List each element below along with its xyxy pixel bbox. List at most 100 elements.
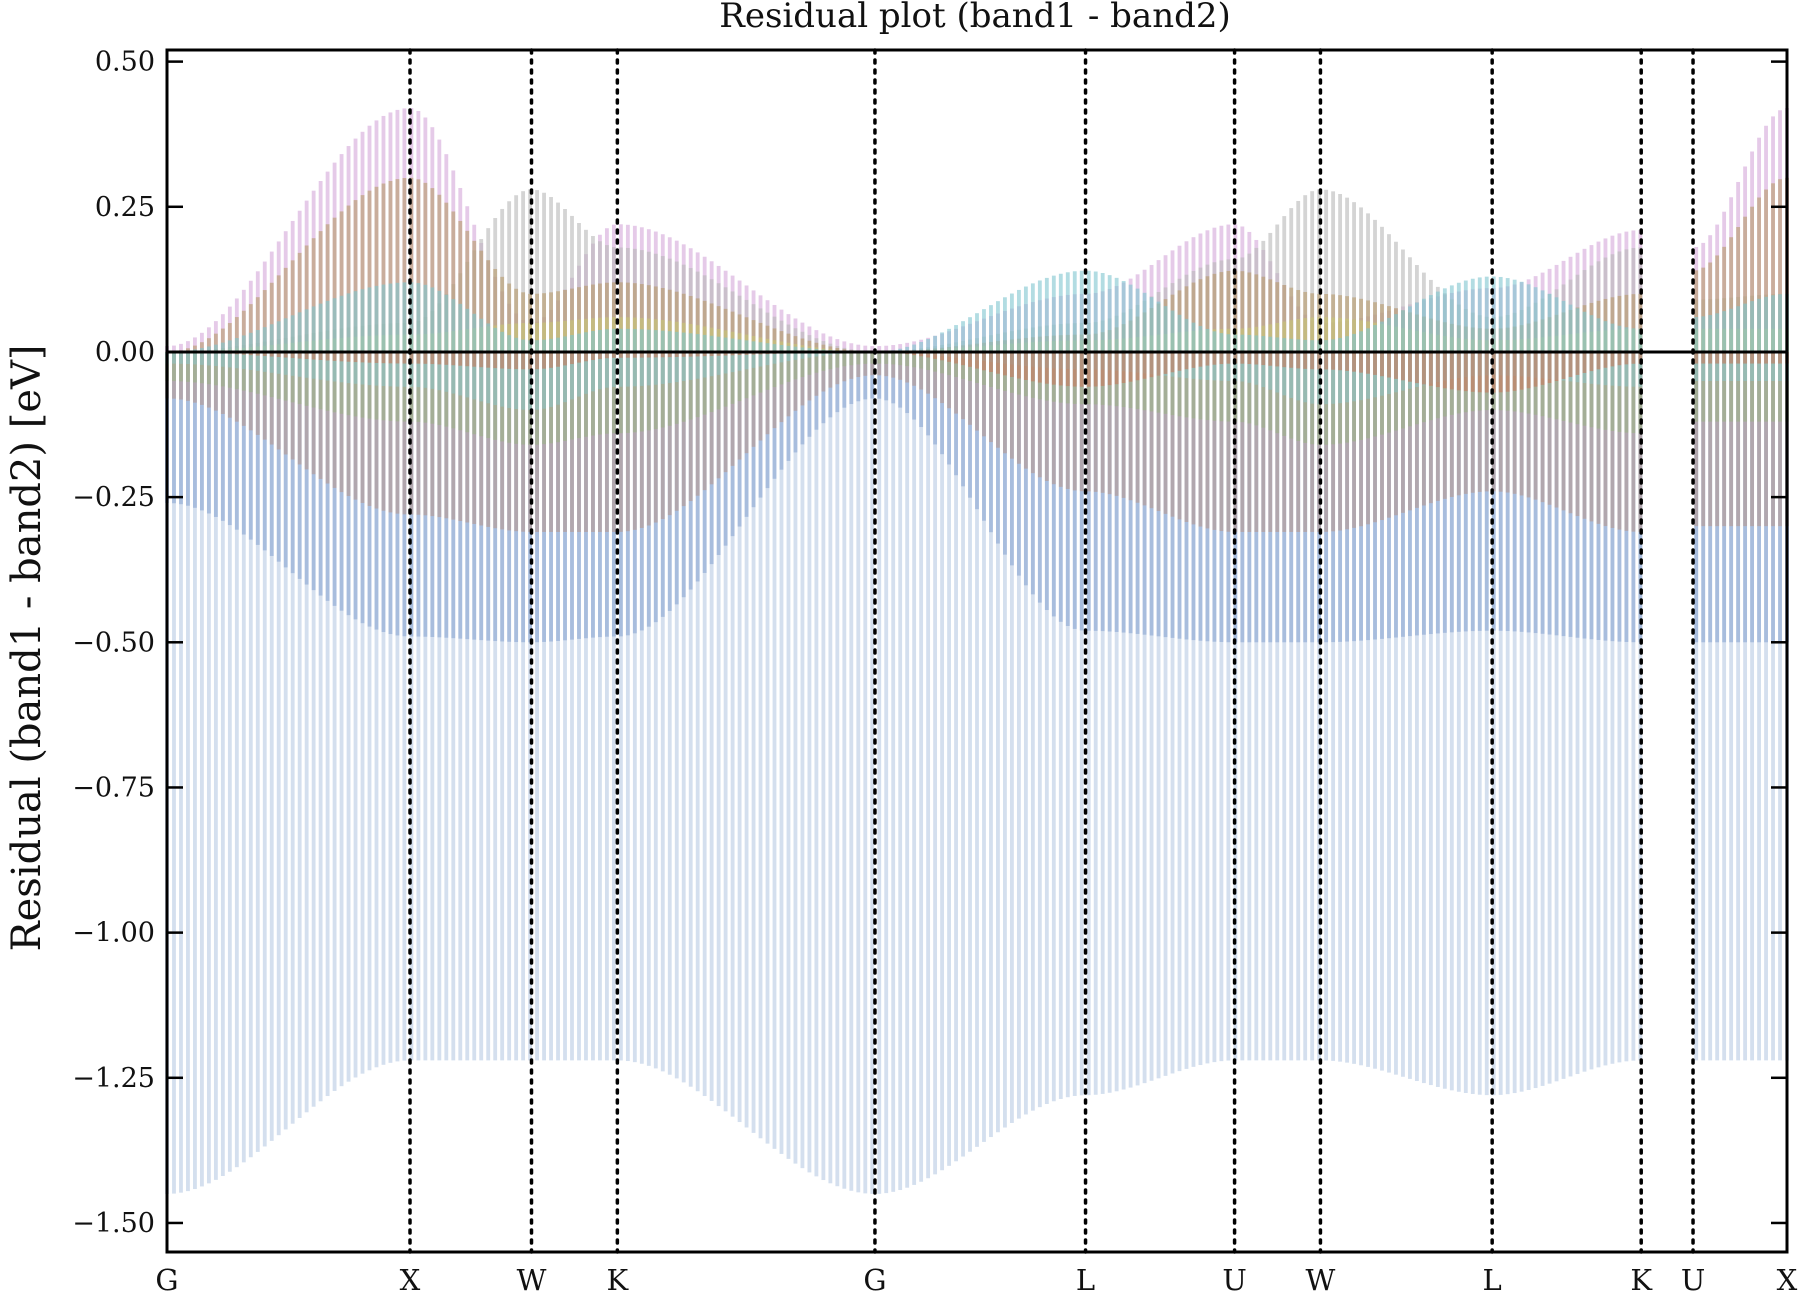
residual-bar (220, 351, 225, 367)
residual-bar (1247, 351, 1252, 424)
residual-bar (584, 332, 588, 352)
residual-bar (653, 351, 658, 430)
residual-bar (1750, 351, 1755, 1061)
residual-bar (884, 351, 889, 377)
residual-bar (465, 351, 470, 1061)
residual-bar (1100, 351, 1105, 386)
residual-bar (1624, 351, 1629, 387)
residual-bar (765, 325, 770, 352)
residual-bar (423, 284, 428, 352)
residual-bar (332, 298, 337, 352)
residual-bar (535, 351, 540, 1061)
residual-bar (241, 310, 246, 352)
residual-bar (1778, 351, 1782, 1061)
residual-bar (1121, 351, 1126, 1090)
residual-bar (835, 351, 840, 368)
residual-bar (563, 351, 567, 366)
residual-bar (1757, 197, 1761, 352)
residual-bar (954, 351, 958, 378)
residual-bar (206, 351, 211, 385)
residual-bar (898, 351, 903, 408)
residual-bar (1715, 351, 1720, 1061)
residual-bar (1757, 351, 1761, 422)
residual-bar (262, 351, 267, 396)
residual-bar (744, 351, 749, 399)
residual-bar (667, 351, 672, 1075)
residual-bar (954, 351, 958, 414)
residual-bar (577, 351, 581, 1061)
residual-bar (374, 351, 379, 386)
residual-bar (409, 177, 414, 352)
residual-bar (325, 300, 330, 352)
residual-bar (744, 340, 749, 352)
residual-bar (528, 322, 533, 352)
residual-bar (388, 351, 393, 1063)
residual-bar (723, 351, 728, 473)
residual-bar (1387, 351, 1391, 378)
residual-bar (646, 351, 651, 1066)
residual-bar (1184, 351, 1189, 418)
residual-bar (1366, 328, 1370, 352)
residual-bar (1401, 351, 1405, 513)
residual-bar (1072, 351, 1077, 1096)
residual-bar (653, 351, 658, 385)
residual-bar (1771, 351, 1775, 381)
residual-bar (430, 351, 435, 389)
residual-bar (367, 351, 372, 1071)
residual-bar (1296, 351, 1301, 401)
residual-bar (1743, 351, 1748, 381)
residual-bar (1156, 351, 1161, 413)
residual-bar (1715, 313, 1720, 352)
residual-bar (1142, 351, 1147, 379)
residual-bar (1303, 339, 1308, 352)
residual-bar (290, 351, 295, 359)
residual-bar (1743, 351, 1748, 1061)
residual-bar (1275, 337, 1280, 352)
residual-bar (814, 348, 819, 352)
x-tick-label: K (1630, 1263, 1653, 1297)
residual-bar (444, 351, 449, 519)
residual-bar (926, 351, 931, 358)
residual-bar (570, 335, 574, 352)
residual-bar (926, 351, 931, 1179)
residual-bar (639, 351, 644, 386)
residual-bar (1310, 351, 1315, 370)
residual-bar (1016, 351, 1021, 1119)
residual-bar (1219, 351, 1224, 381)
residual-bar (1310, 351, 1315, 1061)
residual-bar (800, 351, 805, 359)
residual-bar (996, 351, 1000, 374)
y-axis-label: Residual (band1 - band2) [eV] (4, 344, 50, 951)
residual-bar (1428, 351, 1433, 386)
residual-bar (1512, 351, 1517, 1094)
residual-bar (409, 351, 414, 364)
residual-bar (360, 351, 365, 1074)
residual-bar (283, 318, 288, 352)
residual-bar (1121, 351, 1126, 498)
residual-bar (248, 351, 253, 540)
residual-bar (1743, 216, 1748, 352)
residual-bar (255, 351, 260, 371)
residual-bar (1414, 351, 1419, 425)
residual-bar (1128, 351, 1133, 1088)
residual-bar (206, 338, 211, 352)
residual-bar (1470, 278, 1475, 352)
residual-bar (346, 351, 351, 1082)
residual-bar (793, 336, 798, 352)
residual-bar (1610, 323, 1615, 352)
residual-bar (1170, 351, 1175, 1074)
residual-bar (416, 351, 421, 388)
residual-bar (556, 351, 560, 367)
residual-bar (926, 351, 931, 394)
residual-bar (1254, 351, 1259, 426)
residual-bar (479, 351, 484, 526)
residual-bar (765, 351, 770, 435)
residual-bar (1268, 351, 1273, 390)
residual-bar (1701, 351, 1706, 527)
residual-bar (1065, 351, 1070, 387)
residual-bar (1030, 283, 1035, 352)
residual-bar (1533, 287, 1538, 352)
residual-bar (793, 351, 798, 360)
residual-bar (1177, 351, 1182, 1072)
residual-bar (926, 351, 931, 436)
